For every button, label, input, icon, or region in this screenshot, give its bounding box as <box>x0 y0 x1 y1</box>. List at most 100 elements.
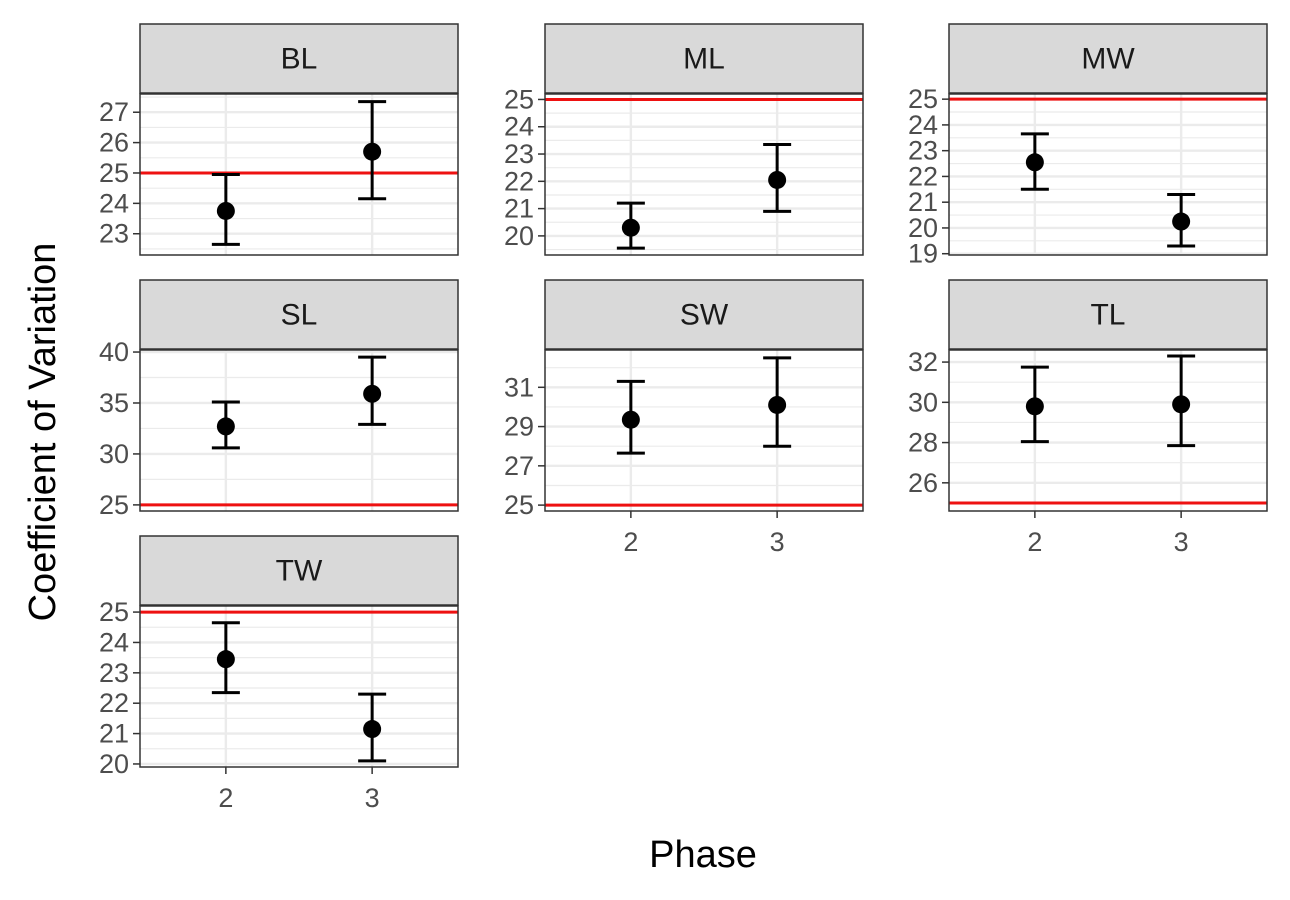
y-tick-label: 31 <box>504 372 534 402</box>
x-tick-label: 2 <box>623 527 638 557</box>
x-tick-label: 3 <box>1174 527 1189 557</box>
y-tick-label: 30 <box>99 439 129 469</box>
panel-contents <box>545 350 863 511</box>
data-point <box>1025 153 1044 172</box>
panel-contents <box>140 350 458 511</box>
facet-strip-label: SW <box>680 299 729 332</box>
panel-contents <box>545 94 863 255</box>
facet-sl: SL 25 30 35 40 <box>99 279 459 520</box>
data-point <box>768 395 787 414</box>
y-tick-label: 22 <box>908 161 938 191</box>
y-tick-label: 25 <box>99 158 129 188</box>
facet-strip-label: TL <box>1090 299 1125 332</box>
y-tick-label: 23 <box>99 658 129 688</box>
y-tick-label: 24 <box>99 627 129 657</box>
panel-background <box>949 350 1267 511</box>
y-tick-label: 25 <box>99 597 129 627</box>
y-tick-label: 25 <box>504 84 534 114</box>
panel-border <box>948 349 1268 512</box>
y-tick-label: 22 <box>504 166 534 196</box>
x-axis-title: Phase <box>649 834 757 876</box>
y-tick-label: 29 <box>504 412 534 442</box>
data-point <box>216 201 235 220</box>
y-tick-label: 32 <box>908 347 938 377</box>
facet-strip <box>948 279 1268 350</box>
x-tick-label: 2 <box>218 783 233 813</box>
y-tick-label: 23 <box>504 139 534 169</box>
y-tick-label: 40 <box>99 337 129 367</box>
panel-border <box>544 93 864 256</box>
panel-contents <box>140 606 458 767</box>
panel-border <box>948 93 1268 256</box>
facet-strip-label: SL <box>281 299 318 332</box>
y-tick-label: 22 <box>99 688 129 718</box>
panel-border <box>139 93 459 256</box>
y-tick-label: 27 <box>99 97 129 127</box>
panel-contents <box>949 350 1267 511</box>
data-point <box>1172 212 1191 231</box>
data-point <box>216 417 235 436</box>
panel-contents <box>949 94 1267 255</box>
data-point <box>363 720 382 739</box>
y-tick-label: 21 <box>99 719 129 749</box>
y-tick-label: 30 <box>908 387 938 417</box>
facet-strip-label: BL <box>281 43 318 76</box>
y-tick-label: 21 <box>504 194 534 224</box>
data-point <box>621 218 640 237</box>
panel-border <box>139 605 459 768</box>
panel-background <box>545 94 863 255</box>
facet-strip <box>139 23 459 94</box>
facet-strip <box>544 23 864 94</box>
panel-border <box>139 349 459 512</box>
panel-border <box>544 349 864 512</box>
panel-background <box>140 94 458 255</box>
y-tick-label: 19 <box>908 239 938 269</box>
y-tick-label: 20 <box>504 221 534 251</box>
data-point <box>216 650 235 669</box>
facet-strip-label: TW <box>276 555 323 588</box>
y-tick-label: 28 <box>908 428 938 458</box>
panel-background <box>140 606 458 767</box>
x-tick-label: 3 <box>770 527 785 557</box>
panel-background <box>545 350 863 511</box>
facet-strip-label: MW <box>1081 43 1135 76</box>
y-tick-label: 20 <box>908 213 938 243</box>
facet-strip <box>948 23 1268 94</box>
facet-strip <box>139 279 459 350</box>
y-tick-label: 23 <box>99 219 129 249</box>
y-tick-label: 24 <box>504 112 534 142</box>
data-point <box>363 142 382 161</box>
panel-contents <box>140 94 458 255</box>
facet-strip-label: ML <box>683 43 725 76</box>
y-tick-label: 24 <box>99 188 129 218</box>
y-tick-label: 23 <box>908 136 938 166</box>
panel-background <box>140 350 458 511</box>
y-tick-label: 25 <box>99 490 129 520</box>
facet-tl: TL 26 28 30 32 <box>908 279 1268 512</box>
facet-strip <box>139 535 459 606</box>
data-point <box>621 410 640 429</box>
data-point <box>363 384 382 403</box>
y-tick-label: 21 <box>908 187 938 217</box>
y-tick-label: 26 <box>908 468 938 498</box>
y-tick-label: 26 <box>99 128 129 158</box>
x-tick-label: 2 <box>1027 527 1042 557</box>
y-axis-title: Coefficient of Variation <box>22 243 64 622</box>
facet-sw: SW 25 27 29 31 <box>504 279 864 520</box>
y-tick-label: 35 <box>99 388 129 418</box>
x-axes: 2 3 2 3 2 3 <box>218 511 1189 813</box>
facet-strip <box>544 279 864 350</box>
y-tick-label: 25 <box>908 84 938 114</box>
y-tick-label: 24 <box>908 110 938 140</box>
y-tick-label: 27 <box>504 451 534 481</box>
data-point <box>1172 395 1191 414</box>
data-point <box>768 170 787 189</box>
panel-background <box>949 94 1267 255</box>
x-tick-label: 3 <box>365 783 380 813</box>
y-tick-label: 20 <box>99 749 129 779</box>
